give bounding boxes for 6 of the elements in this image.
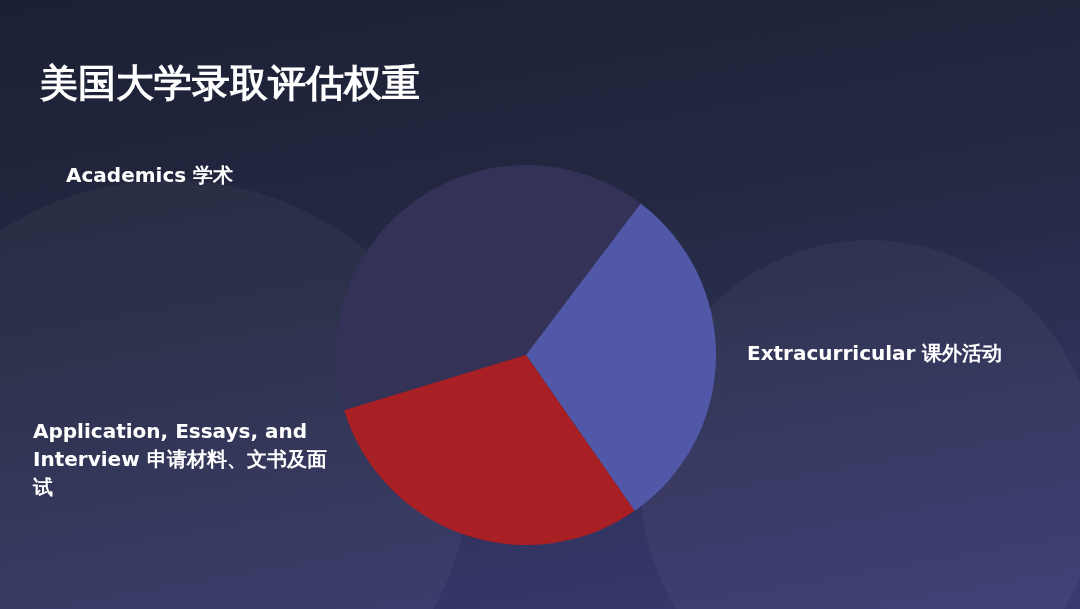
slice-label: Extracurricular 课外活动 — [747, 340, 1004, 367]
slice-label: Academics 学术 — [66, 162, 235, 189]
chart-title: 美国大学录取评估权重 — [40, 60, 420, 107]
pie-slice — [526, 203, 716, 511]
slice-label: Application, Essays, and Interview 申请材料、文书及面试 — [33, 418, 328, 501]
pie-slice — [344, 355, 635, 545]
